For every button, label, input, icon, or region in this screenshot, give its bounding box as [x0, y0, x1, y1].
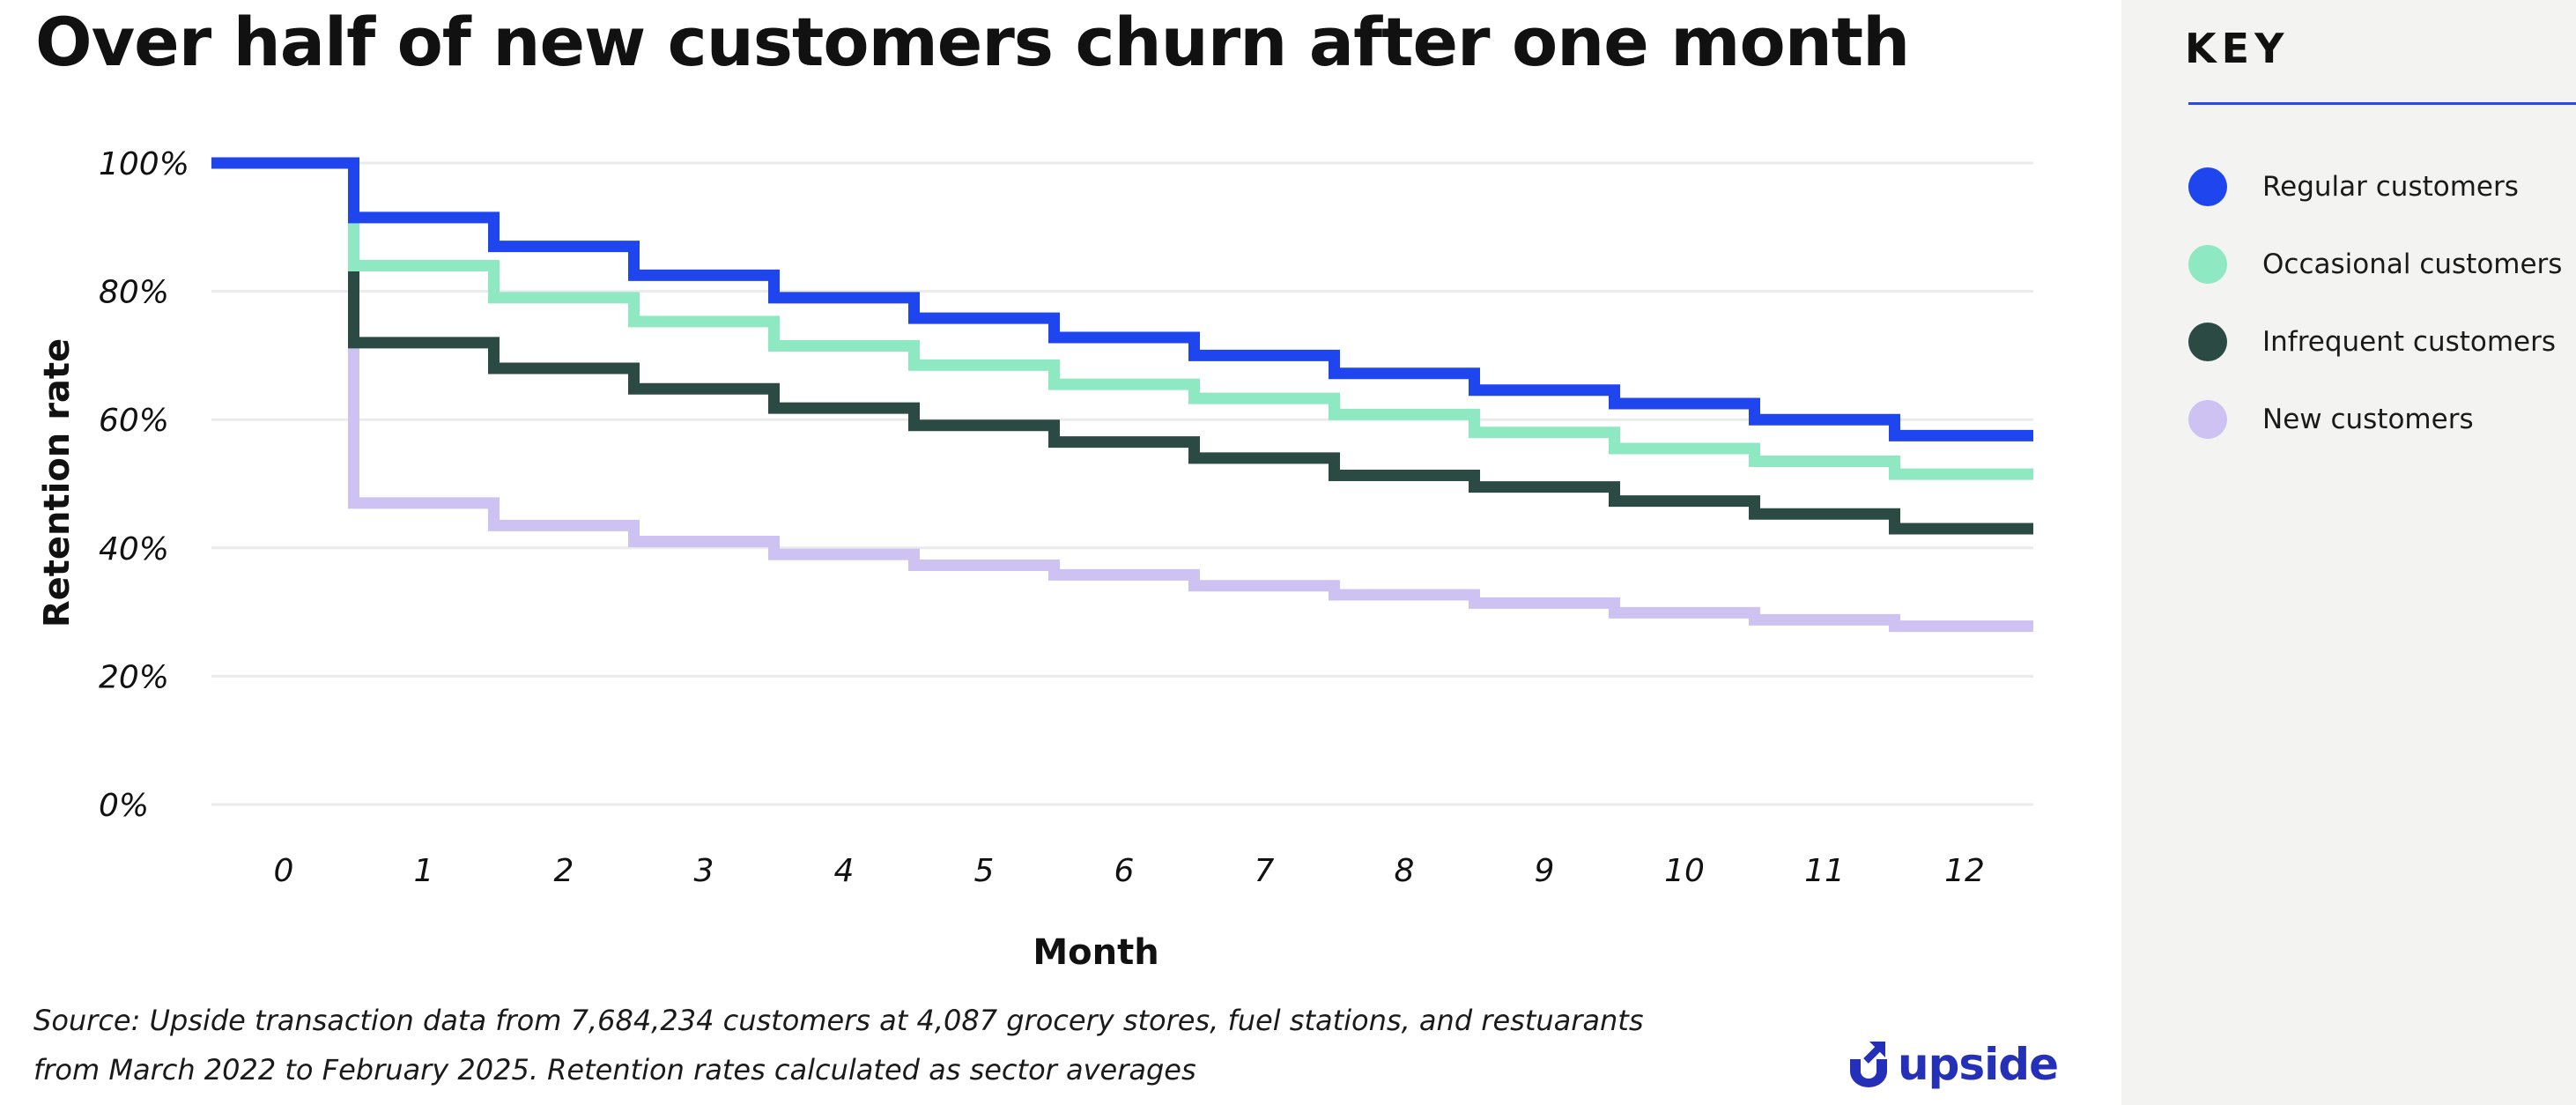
y-tick-label: 20%	[99, 659, 169, 695]
upside-logo: upside	[1847, 1036, 2059, 1093]
legend-item-regular: Regular customers	[2188, 148, 2562, 226]
series-line-occasional	[211, 157, 2033, 480]
chart-title: Over half of new customers churn after o…	[35, 3, 1910, 81]
legend-label-infrequent: Infrequent customers	[2262, 326, 2557, 358]
x-tick-label: 7	[1255, 853, 1275, 889]
series-lines	[211, 157, 2033, 633]
x-tick-label: 10	[1664, 853, 1705, 889]
y-axis-ticks: 0% 20% 40% 60% 80% 100%	[99, 146, 189, 824]
x-axis-ticks: 0 1 2 3 4 5 6 7 8 9 10 11 12	[274, 853, 1985, 889]
x-tick-label: 6	[1114, 853, 1135, 889]
series-line-regular	[211, 157, 2033, 441]
y-axis-title: Retention rate	[37, 338, 78, 627]
series-line-new	[211, 157, 2033, 633]
x-tick-label: 9	[1535, 853, 1555, 889]
legend-label-occasional: Occasional customers	[2262, 248, 2563, 280]
x-tick-label: 0	[274, 853, 294, 889]
legend-dot-regular	[2188, 167, 2227, 206]
upside-logo-text: upside	[1898, 1039, 2059, 1090]
x-tick-label: 8	[1395, 853, 1415, 889]
legend-item-infrequent: Infrequent customers	[2188, 303, 2562, 381]
x-axis-title: Month	[1033, 932, 1158, 973]
y-tick-label: 60%	[99, 403, 169, 439]
series-line-infrequent	[211, 157, 2033, 535]
y-tick-label: 80%	[99, 275, 169, 311]
source-line-2: from March 2022 to February 2025. Retent…	[33, 1053, 1196, 1086]
key-title: KEY	[2185, 25, 2290, 72]
legend-item-occasional: Occasional customers	[2188, 226, 2562, 303]
legend-label-regular: Regular customers	[2262, 171, 2519, 203]
key-panel: KEY Regular customers Occasional custome…	[2121, 0, 2576, 1105]
legend-dot-infrequent	[2188, 323, 2227, 361]
source-note: Source: Upside transaction data from 7,6…	[33, 996, 1707, 1094]
legend-item-new: New customers	[2188, 381, 2562, 458]
x-tick-label: 11	[1804, 853, 1845, 889]
legend-label-new: New customers	[2262, 404, 2474, 435]
y-tick-label: 100%	[99, 146, 189, 182]
upside-logo-icon	[1850, 1042, 1887, 1087]
x-tick-label: 1	[414, 853, 434, 889]
x-tick-label: 5	[974, 853, 995, 889]
legend: Regular customers Occasional customers I…	[2188, 148, 2562, 458]
y-tick-label: 0%	[99, 788, 149, 824]
legend-dot-occasional	[2188, 245, 2227, 284]
grid-lines	[211, 161, 2033, 806]
retention-chart: 0%20%40%60%80%100% 0 1 2 3 4 5 6 7 8 9 10 11 12 Mont…	[37, 146, 2033, 973]
x-tick-label: 2	[554, 853, 574, 889]
x-tick-label: 12	[1944, 853, 1985, 889]
x-tick-label: 4	[834, 853, 855, 889]
legend-dot-new	[2188, 400, 2227, 439]
key-divider	[2188, 102, 2576, 105]
source-line-1: Source: Upside transaction data from 7,6…	[33, 1004, 1644, 1037]
y-tick-label: 40%	[99, 531, 169, 567]
x-tick-label: 3	[694, 853, 714, 889]
